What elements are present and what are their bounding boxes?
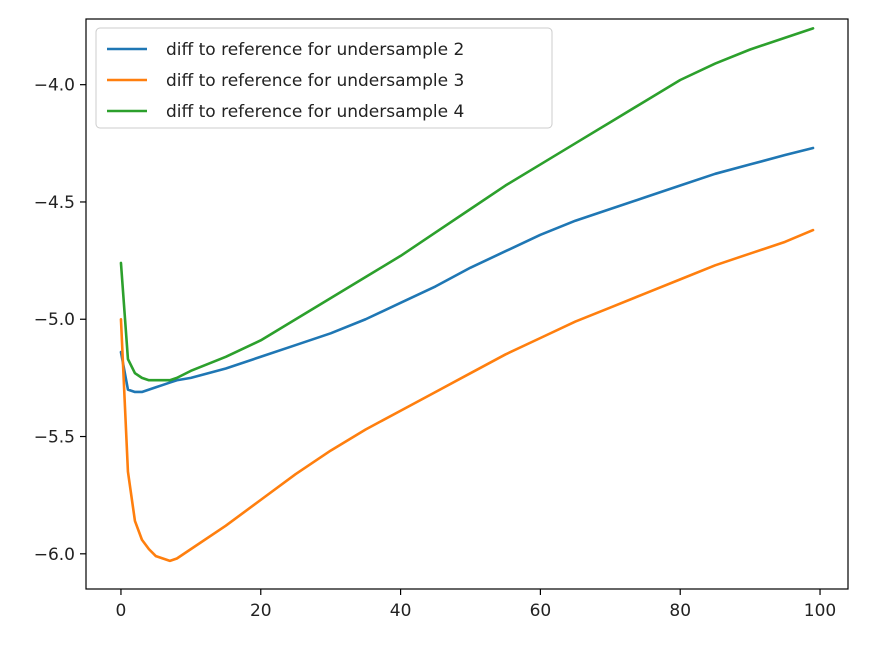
series-line-1 <box>119 146 815 394</box>
x-tick-label: 80 <box>669 601 691 621</box>
y-tick-label: −4.0 <box>34 76 75 96</box>
x-tick-label: 40 <box>390 601 412 621</box>
x-tick-label: 60 <box>530 601 552 621</box>
legend-label: diff to reference for undersample 2 <box>166 40 464 60</box>
x-tick-label: 20 <box>250 601 272 621</box>
legend-label: diff to reference for undersample 3 <box>166 71 464 91</box>
legend: diff to reference for undersample 2 diff … <box>95 27 553 129</box>
y-tick-label: −5.0 <box>34 310 75 330</box>
plot-frame <box>85 18 849 590</box>
y-tick-label: −5.5 <box>34 428 75 448</box>
legend-label: diff to reference for undersample 4 <box>166 102 464 122</box>
y-tick-label: −6.0 <box>34 545 75 565</box>
y-tick-label: −4.5 <box>34 193 75 213</box>
x-tick-label: 100 <box>804 601 836 621</box>
legend-box <box>95 27 553 129</box>
series-line-3 <box>119 27 815 382</box>
y-axis: −4.0 −4.5 −5.0 −5.5 −6.0 <box>34 76 86 565</box>
series-layer <box>119 27 815 563</box>
x-tick-label: 0 <box>116 601 127 621</box>
series-line-2 <box>119 228 815 563</box>
x-axis: 0 20 40 60 80 100 <box>116 589 836 621</box>
